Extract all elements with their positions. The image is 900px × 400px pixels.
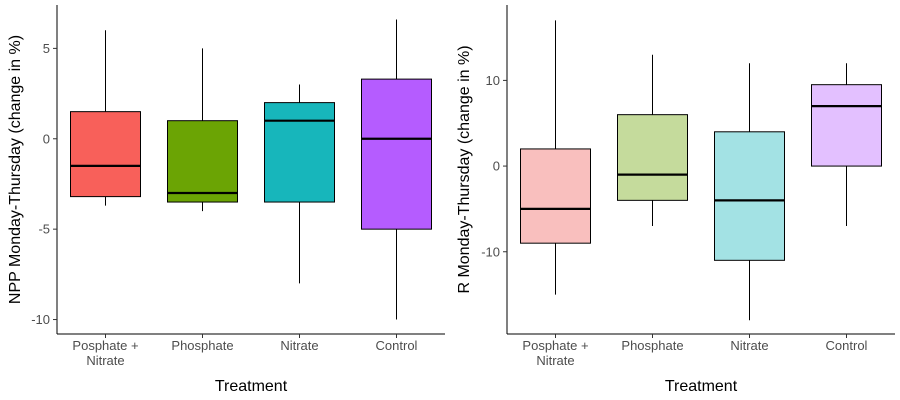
x-tick-label-line: Nitrate bbox=[86, 353, 124, 368]
box-body bbox=[361, 78, 432, 230]
x-tick-label-line: Nitrate bbox=[280, 338, 318, 353]
x-tick-label: Nitrate bbox=[280, 338, 318, 353]
box-body bbox=[714, 131, 785, 261]
x-axis-title: Treatment bbox=[665, 378, 738, 395]
box-body bbox=[264, 102, 335, 203]
y-tick-label: -10 bbox=[31, 312, 50, 327]
y-tick-label: 0 bbox=[493, 159, 500, 174]
x-tick-label-line: Phosphate bbox=[171, 338, 233, 353]
box-body bbox=[811, 84, 882, 167]
x-tick-label: Phosphate bbox=[621, 338, 683, 353]
x-tick-label: Control bbox=[376, 338, 418, 353]
box-1 bbox=[520, 20, 591, 295]
box-3 bbox=[264, 84, 335, 284]
box-2 bbox=[617, 54, 688, 227]
x-tick-label: Posphate + Nitrate bbox=[522, 338, 588, 368]
x-axis-title: Treatment bbox=[215, 378, 288, 395]
y-axis-title: R Monday-Thursday (change in %) bbox=[456, 45, 473, 293]
box-body bbox=[617, 114, 688, 201]
box-3 bbox=[714, 63, 785, 321]
box-body bbox=[520, 148, 591, 244]
box-body bbox=[167, 120, 238, 203]
x-tick-label-line: Control bbox=[376, 338, 418, 353]
x-tick-label: Control bbox=[826, 338, 868, 353]
box-4 bbox=[361, 19, 432, 320]
x-tick-label-line: Control bbox=[826, 338, 868, 353]
box-body bbox=[70, 111, 141, 198]
x-tick-label-line: Phosphate bbox=[621, 338, 683, 353]
y-tick-label: -5 bbox=[38, 222, 50, 237]
x-tick-label-line: Posphate + bbox=[72, 338, 138, 353]
box-2 bbox=[167, 48, 238, 212]
x-tick-label-line: Nitrate bbox=[536, 353, 574, 368]
x-tick-label: Nitrate bbox=[730, 338, 768, 353]
x-tick-label: Phosphate bbox=[171, 338, 233, 353]
y-tick-label: -10 bbox=[481, 244, 500, 259]
y-tick-label: 5 bbox=[43, 41, 50, 56]
y-axis-title: NPP Monday-Thursday (change in %) bbox=[7, 35, 24, 304]
y-tick-label: 0 bbox=[43, 131, 50, 146]
x-tick-label-line: Posphate + bbox=[522, 338, 588, 353]
x-tick-label-line: Nitrate bbox=[730, 338, 768, 353]
box-4 bbox=[811, 63, 882, 227]
box-1 bbox=[70, 30, 141, 206]
x-tick-label: Posphate + Nitrate bbox=[72, 338, 138, 368]
y-tick-label: 10 bbox=[486, 73, 500, 88]
